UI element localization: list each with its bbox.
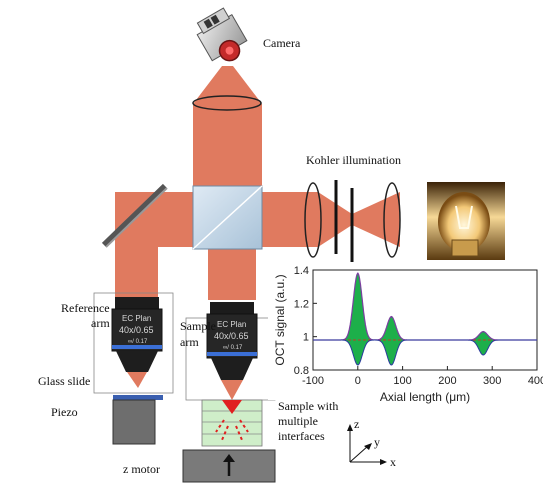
piezo bbox=[112, 399, 156, 445]
halogen-lamp-icon bbox=[427, 182, 505, 260]
microscope-objective-icon: EC Plan 40x/0.65 ∞/ 0.17 bbox=[111, 297, 163, 388]
microscope-objective-icon: EC Plan 40x/0.65 ∞/ 0.17 bbox=[206, 302, 258, 400]
coordinate-axes: z y x bbox=[347, 417, 396, 469]
sample-objective-text-1: EC Plan bbox=[217, 320, 246, 329]
oct-peak-1 bbox=[357, 272, 359, 275]
chart-x-label: Axial length (μm) bbox=[380, 390, 470, 404]
oct-peak-2 bbox=[390, 315, 393, 318]
sample-arm-label-2: arm bbox=[180, 335, 199, 349]
x-tick-label-4: 300 bbox=[483, 375, 501, 387]
camera-beam-cone bbox=[193, 66, 262, 104]
tube-lens bbox=[192, 95, 262, 111]
reference-arm-label-1: Reference bbox=[61, 301, 110, 315]
x-tick-label-5: 400 bbox=[528, 375, 543, 387]
sample-interfaces-label-1: Sample with bbox=[278, 399, 338, 413]
x-tick-label-1: 0 bbox=[355, 375, 361, 387]
x-tick-label-0: -100 bbox=[302, 375, 324, 387]
x-tick-label-2: 100 bbox=[393, 375, 411, 387]
sample-interfaces-label-2: multiple bbox=[278, 414, 318, 428]
sample-block bbox=[201, 399, 263, 447]
axis-z-label: z bbox=[354, 417, 359, 431]
sample-objective-text-3: ∞/ 0.17 bbox=[223, 345, 243, 351]
chart-y-label: OCT signal (a.u.) bbox=[273, 274, 287, 365]
glass-slide-label: Glass slide bbox=[38, 374, 90, 388]
y-tick-label-2: 1.2 bbox=[294, 298, 309, 310]
x-tick-label-3: 200 bbox=[438, 375, 456, 387]
reference-arm-label-2: arm bbox=[91, 316, 110, 330]
sample-objective-text-2: 40x/0.65 bbox=[214, 331, 249, 341]
kohler-illumination-label: Kohler illumination bbox=[306, 153, 401, 167]
oct-signal-fill bbox=[313, 273, 537, 365]
kohler-beam bbox=[310, 192, 400, 247]
ref-objective-text-1: EC Plan bbox=[122, 314, 151, 323]
axis-y-label: y bbox=[374, 435, 380, 449]
sample-beam bbox=[208, 247, 256, 300]
mirror-icon bbox=[101, 183, 168, 248]
up-arrow-icon bbox=[223, 454, 235, 476]
beam-paths bbox=[115, 66, 400, 300]
reference-arm-box bbox=[93, 292, 174, 394]
glass-slide bbox=[113, 395, 163, 400]
y-tick-label-3: 1.4 bbox=[294, 265, 309, 277]
vertical-beam-upper bbox=[193, 104, 262, 192]
y-tick-label-0: 0.8 bbox=[294, 365, 309, 377]
oct-chart: -100 0 100 200 300 400 0.8 1 1.2 1.4 OCT signal (… bbox=[268, 265, 543, 404]
ref-objective-text-2: 40x/0.65 bbox=[119, 325, 154, 335]
piezo-label: Piezo bbox=[51, 405, 78, 419]
axis-x-label: x bbox=[390, 455, 396, 469]
sample-arm-label-1: Sample bbox=[180, 319, 216, 333]
oct-peak-3 bbox=[482, 330, 485, 333]
camera-icon bbox=[196, 7, 248, 62]
y-tick-label-1: 1 bbox=[303, 332, 309, 344]
kohler-optics bbox=[304, 180, 401, 262]
ref-objective-text-3: ∞/ 0.17 bbox=[128, 339, 148, 345]
plot-frame bbox=[312, 269, 538, 371]
z-motor-label: z motor bbox=[123, 462, 160, 476]
camera-label: Camera bbox=[263, 36, 301, 50]
beam-splitter-icon bbox=[192, 185, 263, 250]
sample-interfaces-label-3: interfaces bbox=[278, 429, 325, 443]
oct-lower-envelope bbox=[313, 339, 537, 366]
